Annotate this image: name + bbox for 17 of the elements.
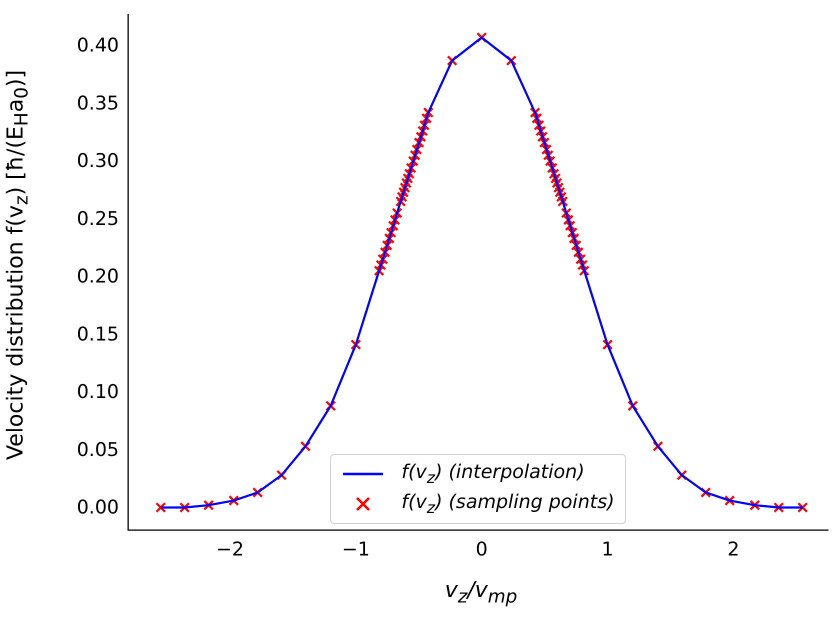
x-axis-title: v$_{z}$/v$_{mp}$ [444,578,518,608]
x-tick-label: −2 [216,538,244,560]
y-tick-label: 0.25 [76,208,119,230]
y-tick-label: 0.00 [76,496,119,519]
y-tick-label: 0.20 [76,266,119,288]
x-tick-label: 0 [476,538,488,560]
y-tick-label: 0.15 [76,323,119,346]
x-tick-label: 1 [601,538,614,560]
y-tick-label: 0.10 [76,381,119,404]
y-tick-label: 0.35 [76,92,119,114]
x-tick-label: 2 [727,538,740,560]
x-tick-label: −1 [342,538,370,560]
legend-label: f(v$_{z}$) (sampling points) [401,491,615,517]
legend-label: f(v$_{z}$) (interpolation) [401,461,585,487]
y-tick-label: 0.30 [76,150,119,172]
y-tick-label: 0.05 [76,438,119,461]
y-tick-label: 0.40 [76,34,119,57]
